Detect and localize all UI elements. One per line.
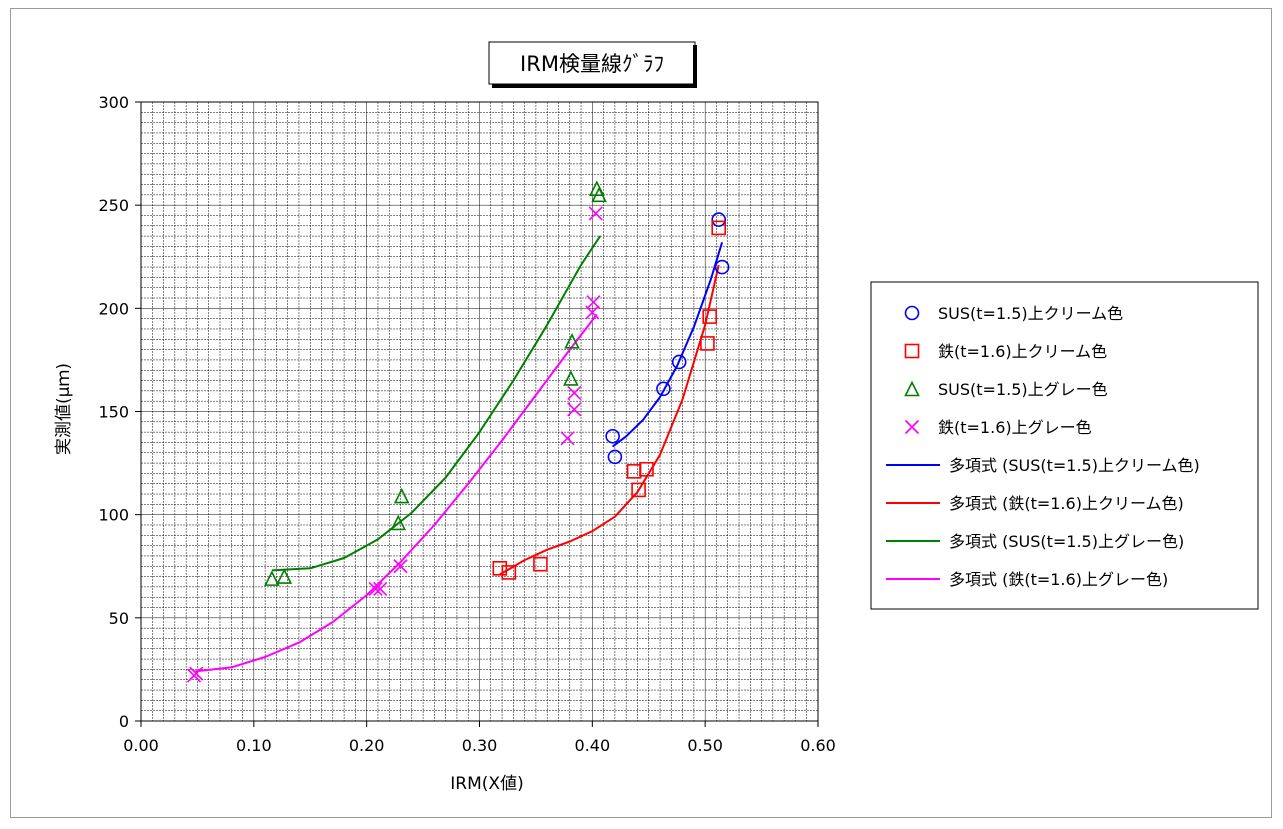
y-tick-label: 250 xyxy=(98,196,129,215)
y-tick-label: 300 xyxy=(98,93,129,112)
x-tick-label: 0.00 xyxy=(123,736,159,755)
y-tick-label: 100 xyxy=(98,506,129,525)
data-point xyxy=(264,570,280,586)
data-point xyxy=(714,259,730,275)
legend-marker xyxy=(904,380,920,397)
legend-label: SUS(t=1.5)上グレー色 xyxy=(938,380,1108,399)
data-point xyxy=(390,514,407,531)
data-point xyxy=(588,206,603,221)
legend-marker xyxy=(904,343,920,359)
data-point xyxy=(373,581,388,597)
x-axis-title: IRM(X値) xyxy=(450,774,523,794)
data-point xyxy=(639,461,654,477)
data-points xyxy=(186,180,730,683)
y-tick-label: 0 xyxy=(119,712,129,731)
data-point xyxy=(711,220,727,236)
axes: 0.00 0.10 0.20 0.30 0.40 0.50 0.60 0 50 100 150 200… xyxy=(98,93,835,755)
plot-grid xyxy=(140,101,819,722)
legend-marker xyxy=(904,419,920,435)
x-tick-label: 0.50 xyxy=(687,736,723,755)
data-point xyxy=(563,370,579,386)
chart-canvas: 0.00 0.10 0.20 0.30 0.40 0.50 0.60 0 50 100 150 200… xyxy=(54,41,1259,794)
trendline xyxy=(499,264,720,576)
legend-label: SUS(t=1.5)上クリーム色 xyxy=(938,304,1123,323)
trendline xyxy=(611,242,724,448)
legend-label: 鉄(t=1.6)上クリーム色 xyxy=(938,342,1107,361)
data-point xyxy=(700,336,715,351)
trendline xyxy=(271,235,602,572)
x-tick-label: 0.30 xyxy=(462,736,498,755)
data-point xyxy=(189,666,204,681)
y-tick-label: 150 xyxy=(98,403,129,422)
data-point xyxy=(276,568,293,584)
data-point xyxy=(591,186,607,203)
chart-title: IRM検量線ｸﾞﾗﾌ xyxy=(520,52,664,76)
legend-label: 鉄(t=1.6)上グレー色 xyxy=(938,418,1092,437)
data-point xyxy=(368,581,383,597)
data-point xyxy=(631,482,646,498)
y-axis-title: 実測値(μｍ) xyxy=(54,363,74,455)
data-point xyxy=(567,402,582,417)
x-tick-label: 0.20 xyxy=(349,736,385,755)
data-point xyxy=(560,431,575,446)
legend-marker xyxy=(904,305,920,321)
x-tick-label: 0.40 xyxy=(575,736,611,755)
data-point xyxy=(533,556,548,572)
data-point xyxy=(393,559,408,574)
data-point xyxy=(393,487,410,504)
data-point xyxy=(564,333,580,349)
y-tick-label: 200 xyxy=(98,299,129,318)
data-point xyxy=(585,305,600,320)
chart-frame: 0.00 0.10 0.20 0.30 0.40 0.50 0.60 0 50 100 150 200… xyxy=(10,8,1272,818)
trendlines xyxy=(193,235,724,673)
data-point xyxy=(626,464,642,479)
y-tick-label: 50 xyxy=(109,609,129,628)
x-tick-label: 0.60 xyxy=(800,736,836,755)
legend-label: 多項式 (SUS(t=1.5)上クリーム色) xyxy=(949,456,1200,475)
x-tick-label: 0.10 xyxy=(236,736,272,755)
legend-label: 多項式 (鉄(t=1.6)上クリーム色) xyxy=(949,494,1184,513)
data-point xyxy=(702,309,717,324)
data-point xyxy=(501,565,517,580)
data-point xyxy=(656,381,671,397)
data-point xyxy=(607,449,623,465)
data-point xyxy=(492,561,508,576)
data-point xyxy=(711,212,727,227)
legend-label: 多項式 (SUS(t=1.5)上グレー色) xyxy=(949,532,1184,551)
chart-title-box: IRM検量線ｸﾞﾗﾌ xyxy=(488,41,697,88)
data-point xyxy=(671,354,687,370)
data-point xyxy=(605,428,620,444)
trendline xyxy=(193,313,598,673)
data-point xyxy=(567,385,582,400)
legend-label: 多項式 (鉄(t=1.6)上グレー色) xyxy=(949,570,1168,589)
